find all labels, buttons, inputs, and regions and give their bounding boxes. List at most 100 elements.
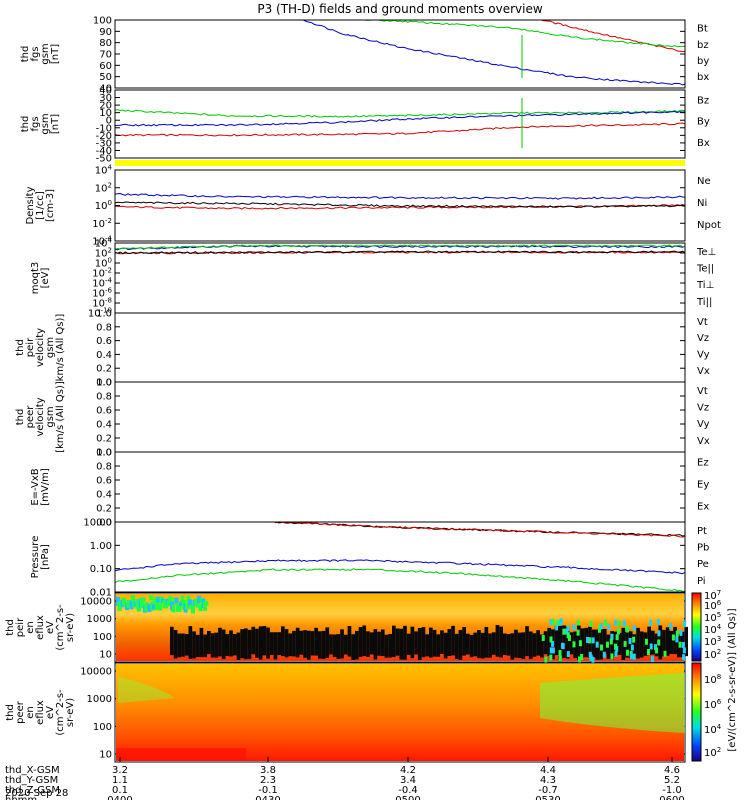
panel-frame [114,169,686,242]
x-row-label: thd_X-GSM [5,765,60,776]
y-tick-label: 10 [99,108,112,119]
x-tick-value: 3.2 [112,765,128,776]
y-tick-label: -40 [96,146,112,157]
panel-temperature: 10410210010-210-410-610-810-10moqt3[eV]T… [30,237,716,320]
y-tick-label: 60 [99,61,112,72]
series-Npot [115,192,685,200]
x-axis-labels: thd_X-GSM 3.2 3.8 4.2 4.4 4.6 thd_Y-GSM 1.1 2.3 3… [5,757,685,800]
x-row-label: hhmm [5,795,37,800]
y-axis-label: Pressure[nPa] [30,536,51,579]
x-tick-value: 4.4 [540,765,556,776]
y-tick-label: 70 [99,50,112,61]
x-tick-value: 1.1 [112,775,128,786]
y-tick-label: 100 [93,722,112,733]
legend-Te⊥: Te⊥ [696,247,716,258]
legend-Vt: Vt [697,317,708,328]
y-tick-label: 0.8 [96,392,112,403]
legend-Pe: Pe [697,559,709,570]
y-axis-label: thdfgsgsm[nT] [20,113,61,134]
y-tick-label: 0.10 [90,564,112,575]
x-tick-value: 4.3 [540,775,556,786]
y-tick-label: 0.2 [96,434,112,445]
y-tick-label: 0 [106,116,112,127]
x-tick-value: 0400 [107,795,132,800]
y-tick-label: 100 [95,199,112,212]
y-tick-label: 1.0 [96,309,112,320]
panel-peer-velocity: 1.0 0.8 0.6 0.4 0.2 0.0 thdpeervelocitygsm[km/… [15,378,710,459]
y-tick-label: 1.0 [96,448,112,459]
panel-frame [114,19,686,89]
colorbar-tick: 106 [704,698,722,711]
y-tick-label: 0.0 [96,378,112,389]
colorbar-tick: 103 [704,635,721,648]
colorbar-tick: 108 [704,673,721,686]
y-tick-label: -20 [96,131,112,142]
y-tick-label: 1.00 [90,541,112,552]
x-tick-value: 0500 [395,795,420,800]
legend-Vy: Vy [697,350,710,361]
y-tick-label: 0.6 [96,336,112,347]
legend-Vx: Vx [697,436,710,447]
y-tick-label: 10000 [80,597,112,608]
y-tick-label: 40 [99,84,112,95]
legend-bx: bx [697,72,709,83]
spectrogram-group [116,594,688,761]
panel-frame [114,312,686,383]
legend-Bz: Bz [697,95,709,106]
y-axis-label: Density[1/cc][cm-3] [25,186,56,224]
legend-Ey: Ey [697,480,709,491]
legend-Bx: Bx [697,138,710,149]
y-tick-label: 100 [93,16,112,27]
x-tick-value: 0.1 [112,785,128,796]
panel-peer-spectrogram: 10000 1000 100 10 thdpeerenefluxeV(cm^2-s-sr… [5,662,686,763]
series-Ti⊥ [115,245,685,251]
y-tick-label: 0.4 [96,350,112,361]
series-Bx [115,110,685,127]
x-tick-value: 0430 [255,795,280,800]
legend-Te||: Te|| [696,264,714,275]
colorbar-bottom [692,663,701,761]
y-tick-label: 10.00 [83,518,112,529]
legend-Pi: Pi [697,576,706,587]
y-tick-label: -10 [96,123,112,134]
panels: 100908070605040thdfgsgsm[nT]Btbzbybx4030… [5,16,721,763]
x-tick-value: -0.7 [538,785,558,796]
y-axis-label: moqt3[eV] [30,262,51,295]
y-tick-label: -30 [96,138,112,149]
y-tick-label: 0.6 [96,476,112,487]
x-tick-value: 4.2 [400,765,416,776]
series-Pe [115,559,685,575]
y-axis-label: thdpeirenefluxeV(cm^2-s-sr-eV) [5,604,76,651]
series-bz [540,20,685,53]
x-tick-value: 3.4 [400,775,416,786]
y-tick-label: 0.0 [96,448,112,459]
y-tick-label: 0.8 [96,462,112,473]
legend-Ti||: Ti|| [696,297,712,308]
x-tick-value: 4.6 [664,765,680,776]
y-tick-label: 10 [99,650,112,661]
legend-Ne: Ne [697,176,711,187]
date-label: 2020 Sep 28 [5,788,68,799]
y-tick-label: 40 [99,86,112,97]
series-Pb [265,522,685,538]
legend-Ez: Ez [697,458,709,469]
y-tick-label: 10-2 [92,217,112,230]
series-By [115,109,685,118]
legend-Vx: Vx [697,366,710,377]
y-tick-label: 102 [95,181,112,194]
legend-bz: bz [697,40,709,51]
colorbar-tick: 104 [704,723,722,736]
series-bx [301,20,685,86]
colorbar-tick: 102 [704,648,721,661]
colorbar-label: [eV/(cm^2-s-sr-eV)] (All Qs)] [727,608,738,751]
legend-By: By [697,117,710,128]
y-axis-label: thdpeervelocitygsm[km/s (All Qs)] [15,381,66,453]
y-tick-label: 90 [99,27,112,38]
series-Pt [271,522,685,537]
series-Ni [115,201,685,209]
x-tick-value: -0.4 [398,785,418,796]
panel-frame [114,89,686,159]
x-tick-value: 5.2 [664,775,680,786]
